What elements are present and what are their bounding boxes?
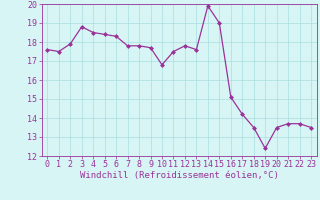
- X-axis label: Windchill (Refroidissement éolien,°C): Windchill (Refroidissement éolien,°C): [80, 171, 279, 180]
